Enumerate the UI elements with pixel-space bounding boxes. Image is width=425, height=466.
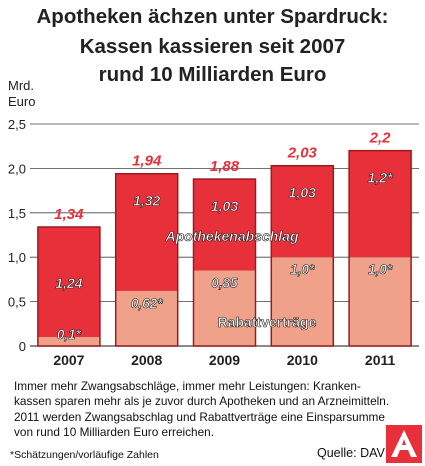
bar-outline xyxy=(37,226,101,347)
bar-segment-apothekenabschlag xyxy=(37,227,100,338)
data-label-apothekenabschlag: 1,03 xyxy=(289,185,316,201)
footnote: *Schätzungen/vorläufige Zahlen xyxy=(10,449,159,461)
caption-line: von rund 10 Milliarden Euro erreichen. xyxy=(14,424,214,439)
x-tick-label: 2008 xyxy=(131,352,162,368)
total-label: 1,88 xyxy=(210,158,240,175)
data-label-apothekenabschlag: 1,32 xyxy=(133,193,160,209)
y-tick-label: 0 xyxy=(19,339,26,354)
series-label-apothekenabschlag: Apothekenabschlag xyxy=(164,228,298,244)
data-label-apothekenabschlag: 1,03 xyxy=(211,198,238,214)
caption-line: kassen sparen mehr als je zuvor durch Ap… xyxy=(14,394,390,409)
title-line-2: Kassen kassieren seit 2007 xyxy=(79,35,346,58)
caption-line: Immer mehr Zwangsabschläge, immer mehr L… xyxy=(14,379,361,393)
x-tick-label: 2010 xyxy=(287,352,318,368)
total-label: 2,2 xyxy=(369,130,392,147)
bar-segment-rabattvertraege xyxy=(349,257,412,346)
caption-line: 2011 werden Zwangsabschlag und Rabattver… xyxy=(14,409,385,424)
bar-outline xyxy=(114,172,179,347)
bar-outline xyxy=(192,178,257,347)
caption: Immer mehr Zwangsabschläge, immer mehr L… xyxy=(14,379,419,440)
stacked-bar-chart: Mrd.Euro 0 0,5 1,0 1,5 2,0 2,5 1,34 1,24 0,1* 2007… xyxy=(8,78,419,368)
bar-outline xyxy=(270,164,335,347)
data-label-rabattvertraege: 1,0* xyxy=(368,262,393,277)
x-tick-label: 2009 xyxy=(209,352,240,368)
y-tick-label: 1,5 xyxy=(8,206,26,221)
title-line-1: Apotheken ächzen unter Spardruck: xyxy=(36,5,389,28)
pharmacy-logo-icon xyxy=(386,425,422,463)
bar-segment-apothekenabschlag xyxy=(193,179,256,271)
bar-segment-rabattvertraege xyxy=(37,337,100,346)
data-label-rabattvertraege: 0,1* xyxy=(57,327,82,342)
y-tick-label: 2,5 xyxy=(8,117,26,132)
series-label-rabattvertraege: Rabattverträge xyxy=(218,314,317,330)
bar-segment-rabattvertraege xyxy=(193,270,256,346)
data-label-rabattvertraege: 1,0* xyxy=(290,262,315,277)
title-line-3: rund 10 Milliarden Euro xyxy=(98,63,327,86)
data-label-rabattvertraege: 0,85 xyxy=(211,276,238,291)
bar-segment-rabattvertraege xyxy=(115,290,178,346)
x-tick-label: 2007 xyxy=(53,352,84,368)
bar-segment-apothekenabschlag xyxy=(115,173,178,291)
y-tick-label: 2,0 xyxy=(8,161,26,176)
y-axis-label: Euro xyxy=(8,94,35,109)
total-label: 1,34 xyxy=(54,206,84,223)
total-label: 1,94 xyxy=(132,153,162,170)
bar-segment-apothekenabschlag xyxy=(271,165,334,258)
x-tick-label: 2011 xyxy=(365,352,396,368)
data-label-apothekenabschlag: 1,2* xyxy=(368,170,393,186)
source-label: Quelle: DAV xyxy=(317,446,385,460)
bar-outline xyxy=(348,149,412,347)
bar-segment-rabattvertraege xyxy=(271,257,334,346)
total-label: 2,03 xyxy=(287,145,318,162)
y-tick-label: 1,0 xyxy=(8,250,26,265)
data-label-apothekenabschlag: 1,24 xyxy=(55,275,82,291)
y-tick-label: 0,5 xyxy=(8,295,26,310)
y-axis-label: Mrd. xyxy=(8,78,34,93)
bar-segment-apothekenabschlag xyxy=(349,150,412,258)
data-label-rabattvertraege: 0,62* xyxy=(131,296,163,311)
